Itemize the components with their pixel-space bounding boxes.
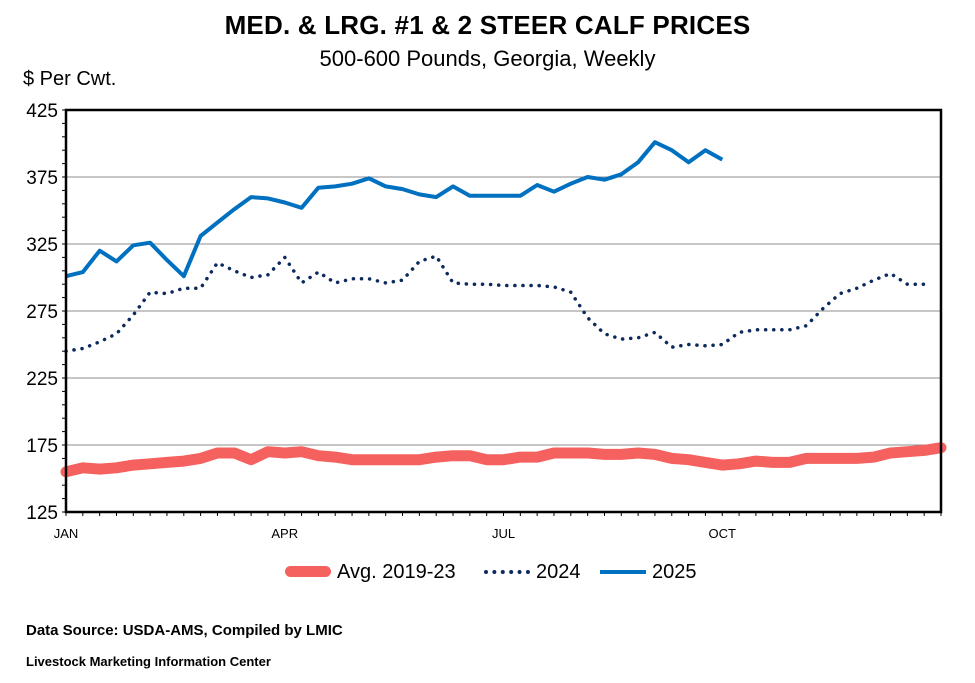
x-tick-label: JUL xyxy=(492,526,515,540)
legend-swatch-avg xyxy=(285,557,331,587)
x-tick-label: JAN xyxy=(54,526,79,540)
legend-label-2024: 2024 xyxy=(536,560,581,583)
legend-item-2025: 2025 xyxy=(600,557,697,587)
y-tick-label: 325 xyxy=(26,235,58,256)
series-line-0 xyxy=(60,442,947,478)
series-line-2 xyxy=(65,140,724,279)
legend-label-avg: Avg. 2019-23 xyxy=(337,560,456,583)
legend-label-2025: 2025 xyxy=(652,560,697,583)
legend-item-2024: 2024 xyxy=(484,557,581,587)
legend-swatch-2025 xyxy=(600,557,646,587)
y-tick-label: 225 xyxy=(26,369,58,390)
y-tick-label: 375 xyxy=(26,168,58,189)
legend-swatch-2024 xyxy=(484,557,530,587)
chart-subtitle: 500-600 Pounds, Georgia, Weekly xyxy=(319,46,656,71)
organization-name: Livestock Marketing Information Center xyxy=(26,654,271,669)
y-axis-label: $ Per Cwt. xyxy=(23,68,117,90)
y-tick-label: 125 xyxy=(26,503,58,524)
x-tick-label: OCT xyxy=(709,526,737,540)
data-source-note: Data Source: USDA-AMS, Compiled by LMIC xyxy=(26,622,343,639)
y-tick-label: 425 xyxy=(26,101,58,122)
plot-area-border xyxy=(64,108,943,514)
y-tick-label: 275 xyxy=(26,302,58,323)
series-line-1 xyxy=(64,254,926,353)
legend: Avg. 2019-23 2024 2025 xyxy=(0,557,975,587)
x-tick-label: APR xyxy=(271,526,298,540)
chart-title: MED. & LRG. #1 & 2 STEER CALF PRICES xyxy=(224,10,751,40)
y-tick-label: 175 xyxy=(26,436,58,457)
line-chart: 425 375 325 275 225 175 125 JAN APR JUL OCT xyxy=(26,101,947,540)
legend-item-avg: Avg. 2019-23 xyxy=(285,557,456,587)
